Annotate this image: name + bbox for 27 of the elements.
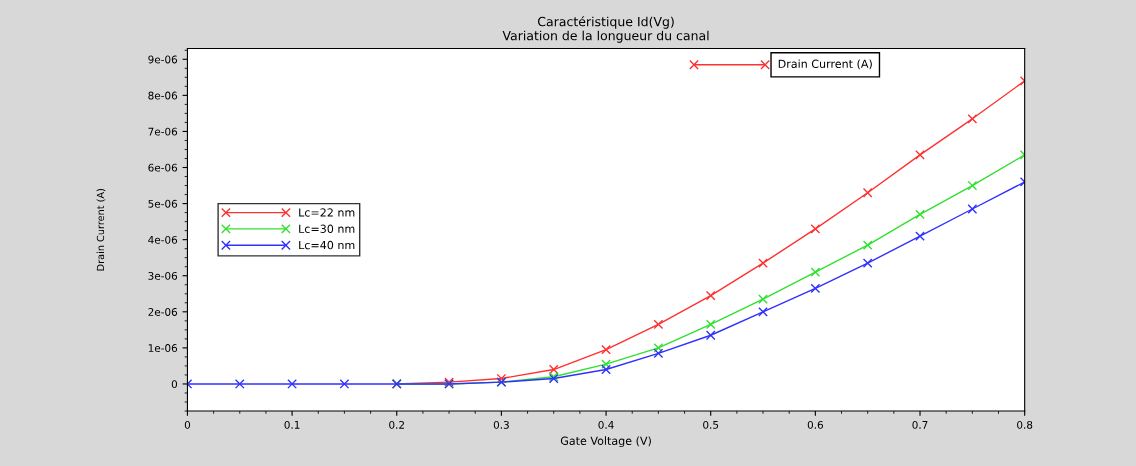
y-tick-label: 9e-06 <box>148 55 178 64</box>
legend-label: Lc=40 nm <box>299 240 355 250</box>
x-tick-label: 0.7 <box>912 420 928 429</box>
y-tick-label: 4e-06 <box>148 235 178 244</box>
legend-label: Lc=22 nm <box>299 208 355 217</box>
annotation: Drain Current (A) <box>778 59 872 70</box>
legend-label: Lc=30 nm <box>299 224 355 233</box>
x-axis-title: Gate Voltage (V) <box>560 436 651 448</box>
chart-title: Caractéristique Id(Vg) <box>537 16 674 29</box>
y-tick-label: 8e-06 <box>148 91 178 100</box>
y-tick-label: 7e-06 <box>148 127 178 136</box>
y-tick-label: 3e-06 <box>148 271 178 280</box>
x-tick-label: 0.5 <box>703 420 719 429</box>
x-tick-label: 0.4 <box>598 420 614 429</box>
y-tick-label: 2e-06 <box>148 308 178 316</box>
x-tick-label: 0.8 <box>1017 420 1033 429</box>
x-tick-label: 0.3 <box>493 420 509 429</box>
y-tick-label: 5e-06 <box>148 199 178 208</box>
x-tick-label: 0.2 <box>389 420 404 429</box>
x-tick-label: 0.1 <box>284 420 300 429</box>
y-tick-label: 0 <box>171 380 178 389</box>
x-tick-label: 0 <box>184 420 191 429</box>
y-tick-label: 1e-06 <box>148 344 178 352</box>
y-tick-label: 6e-06 <box>148 163 178 172</box>
x-tick-label: 0.6 <box>807 420 823 429</box>
y-axis-title: Drain Current (A) <box>96 188 106 271</box>
chart-subtitle: Variation de la longueur du canal <box>502 30 709 43</box>
